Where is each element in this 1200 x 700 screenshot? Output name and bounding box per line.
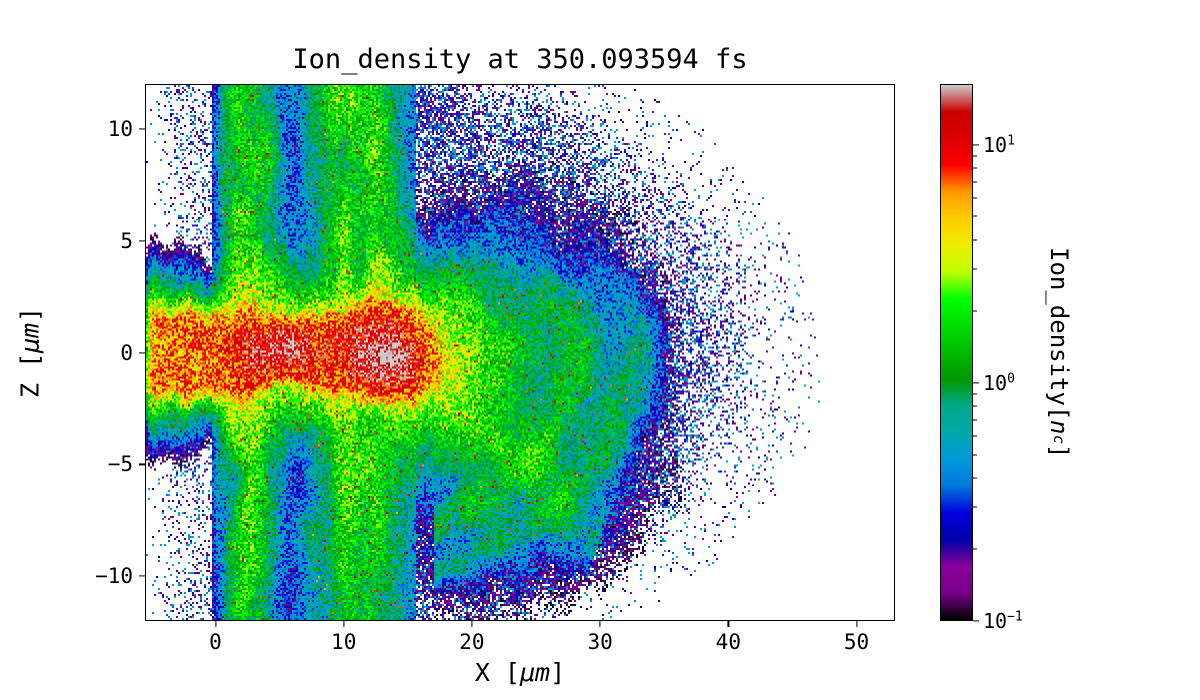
colorbar-label: Ion_density[n c] [1042,84,1076,621]
x-tick-label: 40 [715,630,741,654]
x-axis-unit: μm [519,658,551,687]
colorbar-minor-tick-mark [973,506,977,508]
x-tick-mark [214,621,217,627]
plot-area [145,84,895,621]
y-axis-unit: μm [15,322,45,353]
y-tick-label: 10 [107,116,133,141]
y-tick-mark [139,240,145,242]
plot-title: Ion_density at 350.093594 fs [292,44,748,75]
y-axis-label: Z [μm] [14,84,46,621]
colorbar-tick-base: 10 [983,132,1008,157]
colorbar-label-subscript: c [1050,434,1068,444]
colorbar-minor-tick-mark [973,155,977,157]
x-tick-mark [471,621,473,627]
x-tick-mark [855,621,858,627]
x-tick-label: 50 [843,630,870,654]
colorbar-tick-label: 100 [983,371,1015,395]
x-axis-label: X [μm] [145,658,895,687]
heatmap-canvas [146,85,894,620]
colorbar-minor-tick-mark [973,181,977,183]
y-axis-label-prefix: Z [ [15,352,45,398]
colorbar-minor-tick-mark [973,454,977,456]
colorbar-tick-exponent: −1 [1007,609,1023,625]
colorbar-minor-tick-mark [973,239,977,241]
colorbar-tick-base: 10 [983,370,1008,395]
y-axis-label-suffix: ] [15,307,45,323]
colorbar-minor-tick-mark [973,405,977,407]
colorbar-minor-tick-mark [973,268,977,270]
y-tick-mark [139,128,145,130]
y-tick-mark [139,575,145,577]
colorbar-label-symbol: n [1045,420,1073,435]
colorbar-tick-exponent: 1 [1007,133,1015,149]
x-axis-label-prefix: X [ [474,658,520,687]
colorbar-tick-base: 10 [983,609,1008,633]
colorbar-label-suffix: ] [1045,443,1073,459]
colorbar-tick-label: 10−1 [983,609,1023,633]
x-axis-label-suffix: ] [550,658,566,687]
x-tick-label: 10 [331,630,357,654]
y-tick-mark [139,351,145,354]
colorbar-minor-tick-mark [973,548,977,550]
x-tick-mark [343,621,345,627]
x-tick-mark [727,621,729,627]
x-tick-label: 0 [209,630,222,654]
colorbar-minor-tick-mark [973,477,977,479]
colorbar-minor-tick-mark [973,393,977,395]
y-tick-label: 5 [120,228,133,253]
colorbar [940,84,973,621]
x-tick-mark [599,621,601,627]
colorbar-tick-label: 101 [983,133,1015,157]
y-tick-label: −5 [107,452,133,477]
colorbar-minor-tick-mark [973,215,977,217]
y-tick-mark [139,463,145,465]
colorbar-label-prefix: Ion_density[ [1045,246,1073,421]
colorbar-tick-mark [973,144,979,146]
colorbar-minor-tick-mark [973,167,977,169]
colorbar-tick-exponent: 0 [1007,371,1015,387]
colorbar-minor-tick-mark [973,197,977,199]
colorbar-minor-tick-mark [973,435,977,437]
x-tick-label: 30 [587,630,613,654]
colorbar-tick-mark [973,382,979,384]
y-tick-label: −10 [95,564,133,589]
colorbar-minor-tick-mark [973,419,977,421]
colorbar-tick-mark [973,620,979,622]
colorbar-minor-tick-mark [973,310,977,312]
y-tick-label: 0 [120,340,133,365]
x-tick-label: 20 [459,630,485,654]
